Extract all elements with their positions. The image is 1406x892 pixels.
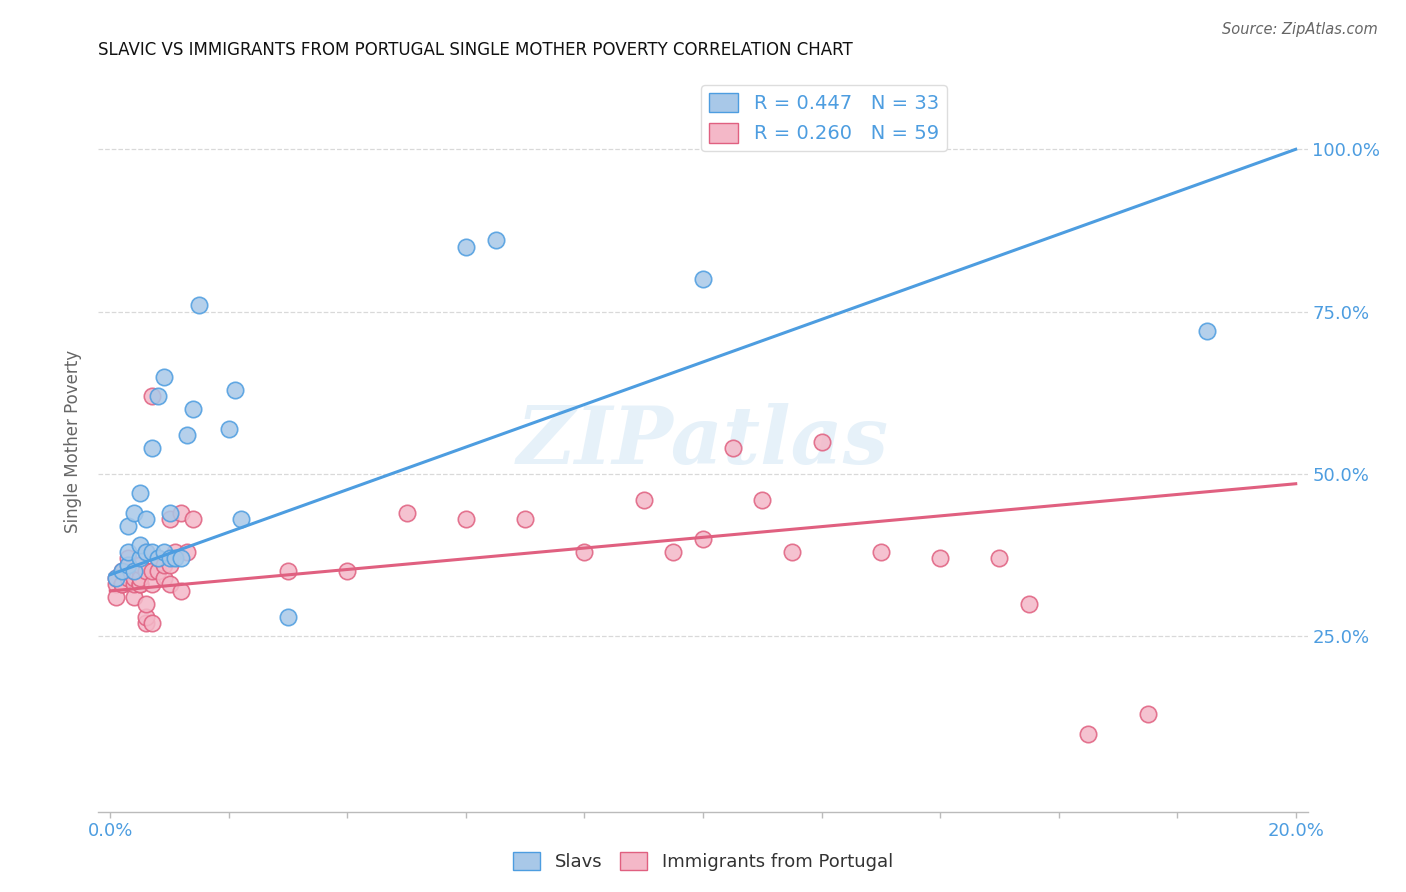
Point [165, 545, 187, 559]
Point [135, 512, 157, 526]
Point [159, 506, 181, 520]
Point [129, 486, 152, 500]
Point [129, 577, 152, 591]
Text: Source: ZipAtlas.com: Source: ZipAtlas.com [1222, 22, 1378, 37]
Point [181, 512, 204, 526]
Point [218, 421, 240, 435]
Point [122, 565, 145, 579]
Point [515, 512, 537, 526]
Point [188, 298, 211, 312]
Point [129, 558, 152, 572]
Point [135, 545, 157, 559]
Point [141, 441, 163, 455]
Point [229, 512, 252, 526]
Point [105, 571, 128, 585]
Point [692, 532, 714, 546]
Point [454, 512, 477, 526]
Point [633, 493, 655, 508]
Point [141, 389, 163, 403]
Point [129, 565, 152, 579]
Point [105, 577, 128, 591]
Point [176, 545, 198, 559]
Point [146, 551, 169, 566]
Point [135, 545, 157, 559]
Point [135, 597, 157, 611]
Point [662, 545, 685, 559]
Point [159, 512, 181, 526]
Point [395, 506, 418, 520]
Point [574, 545, 596, 559]
Point [122, 571, 145, 585]
Point [277, 565, 299, 579]
Point [105, 591, 128, 605]
Point [117, 519, 139, 533]
Text: ZIPatlas: ZIPatlas [517, 403, 889, 480]
Point [117, 558, 139, 572]
Point [810, 434, 832, 449]
Point [988, 551, 1011, 566]
Point [780, 545, 803, 559]
Point [122, 591, 145, 605]
Y-axis label: Single Mother Poverty: Single Mother Poverty [65, 350, 83, 533]
Point [122, 506, 145, 520]
Point [135, 616, 157, 631]
Point [176, 428, 198, 442]
Point [224, 383, 246, 397]
Point [117, 558, 139, 572]
Point [181, 402, 204, 417]
Point [1195, 324, 1218, 338]
Point [122, 565, 145, 579]
Point [141, 545, 163, 559]
Point [117, 565, 139, 579]
Point [159, 558, 181, 572]
Point [146, 389, 169, 403]
Point [721, 441, 744, 455]
Point [1136, 707, 1159, 722]
Point [141, 616, 163, 631]
Point [869, 545, 891, 559]
Point [170, 551, 193, 566]
Point [129, 538, 152, 552]
Point [152, 571, 174, 585]
Point [117, 545, 139, 559]
Point [111, 577, 134, 591]
Point [1077, 727, 1099, 741]
Point [170, 506, 193, 520]
Text: SLAVIC VS IMMIGRANTS FROM PORTUGAL SINGLE MOTHER POVERTY CORRELATION CHART: SLAVIC VS IMMIGRANTS FROM PORTUGAL SINGL… [98, 41, 853, 59]
Point [105, 571, 128, 585]
Point [454, 240, 477, 254]
Point [111, 577, 134, 591]
Point [692, 272, 714, 286]
Point [277, 610, 299, 624]
Point [152, 369, 174, 384]
Point [141, 577, 163, 591]
Point [165, 551, 187, 566]
Point [152, 558, 174, 572]
Legend: R = 0.447   N = 33, R = 0.260   N = 59: R = 0.447 N = 33, R = 0.260 N = 59 [702, 85, 946, 151]
Point [170, 583, 193, 598]
Point [146, 565, 169, 579]
Point [129, 551, 152, 566]
Legend: Slavs, Immigrants from Portugal: Slavs, Immigrants from Portugal [506, 845, 900, 879]
Point [159, 577, 181, 591]
Point [159, 551, 181, 566]
Point [111, 565, 134, 579]
Point [1018, 597, 1040, 611]
Point [152, 545, 174, 559]
Point [117, 571, 139, 585]
Point [111, 565, 134, 579]
Point [117, 551, 139, 566]
Point [141, 565, 163, 579]
Point [146, 551, 169, 566]
Point [484, 233, 506, 247]
Point [135, 565, 157, 579]
Point [751, 493, 773, 508]
Point [929, 551, 952, 566]
Point [336, 565, 359, 579]
Point [135, 610, 157, 624]
Point [129, 571, 152, 585]
Point [129, 577, 152, 591]
Point [122, 577, 145, 591]
